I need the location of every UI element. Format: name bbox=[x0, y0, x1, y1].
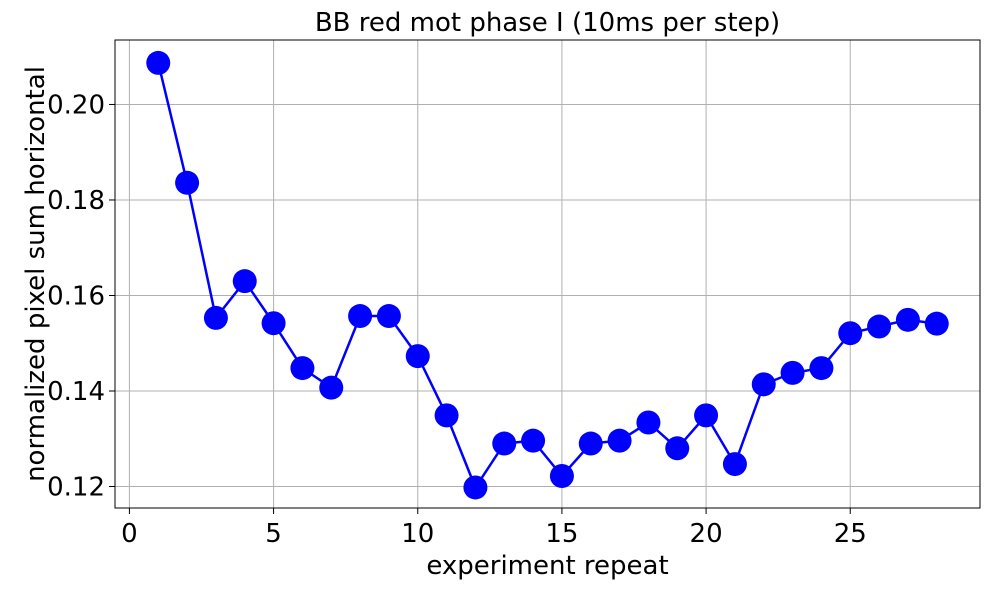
data-point bbox=[232, 269, 257, 294]
chart-title: BB red mot phase I (10ms per step) bbox=[315, 8, 780, 38]
data-point bbox=[434, 403, 459, 428]
plot-frame bbox=[114, 39, 981, 509]
data-point bbox=[405, 344, 430, 369]
data-point bbox=[809, 356, 834, 381]
data-point bbox=[838, 321, 863, 346]
data-point bbox=[549, 464, 574, 489]
x-tick-label: 5 bbox=[265, 519, 282, 549]
series-line bbox=[157, 62, 937, 491]
y-tick-label: 0.20 bbox=[47, 90, 105, 120]
y-axis-label: normalized pixel sum horizontal bbox=[21, 66, 51, 482]
x-tick-label: 20 bbox=[690, 519, 723, 549]
x-tick-label: 0 bbox=[121, 519, 138, 549]
data-point bbox=[578, 431, 603, 456]
y-tick-label: 0.18 bbox=[47, 186, 105, 216]
x-tick-label: 10 bbox=[401, 519, 434, 549]
x-tick-label: 25 bbox=[834, 519, 867, 549]
data-point bbox=[376, 304, 401, 329]
data-point bbox=[607, 428, 632, 453]
data-point bbox=[348, 304, 373, 329]
y-tick-label: 0.12 bbox=[47, 473, 105, 503]
data-point bbox=[319, 375, 344, 400]
data-point bbox=[636, 410, 661, 435]
data-point bbox=[203, 305, 228, 330]
data-point bbox=[780, 360, 805, 385]
x-tick-label: 15 bbox=[545, 519, 578, 549]
data-point bbox=[492, 431, 517, 456]
y-tick-label: 0.14 bbox=[47, 377, 105, 407]
data-point bbox=[867, 314, 892, 339]
data-point bbox=[146, 50, 171, 75]
data-point bbox=[261, 311, 286, 336]
data-point bbox=[290, 356, 315, 381]
data-point bbox=[521, 428, 546, 453]
grid bbox=[115, 40, 980, 508]
series-layer bbox=[146, 50, 949, 500]
data-point bbox=[722, 452, 747, 477]
y-tick-label: 0.16 bbox=[47, 281, 105, 311]
data-point bbox=[895, 307, 920, 332]
data-point bbox=[694, 403, 719, 428]
axis-ticks: 0 5 10 15 20 25 0.12 0.14 0.16 0.18 0.20 bbox=[47, 90, 867, 549]
data-point bbox=[924, 311, 949, 336]
data-point bbox=[175, 170, 200, 195]
x-axis-label: experiment repeat bbox=[426, 551, 668, 581]
data-point bbox=[463, 475, 488, 500]
data-point bbox=[751, 372, 776, 397]
data-point bbox=[665, 436, 690, 461]
